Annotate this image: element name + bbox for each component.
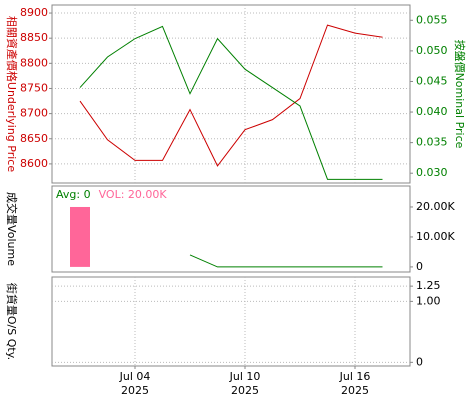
legend-label: Avg: 0 bbox=[56, 188, 91, 201]
line bbox=[189, 254, 383, 268]
y2-axis-title: 按盤價Nominal Price bbox=[453, 40, 467, 149]
y-axis-title: 相關資產價格Underlying Price bbox=[5, 16, 19, 172]
y2-tick-label: 0.030 bbox=[416, 166, 448, 179]
y-tick-label: 8900 bbox=[20, 6, 48, 19]
y-tick-label: 8850 bbox=[20, 31, 48, 44]
y2-tick-label: 0.045 bbox=[416, 74, 448, 87]
panel-frame bbox=[51, 4, 411, 184]
y-tick-label: 8600 bbox=[20, 157, 48, 170]
x-tick-label: Jul 16 2025 bbox=[339, 370, 371, 397]
y2-tick-label: 0 bbox=[416, 260, 423, 273]
y2-tick-label: 20.00K bbox=[416, 200, 455, 213]
y2-tick-label: 0 bbox=[416, 355, 423, 368]
panel-frame bbox=[51, 276, 411, 367]
y-tick-label: 8750 bbox=[20, 81, 48, 94]
y2-tick-label: 1.00 bbox=[416, 294, 441, 307]
y2-tick-label: 0.035 bbox=[416, 136, 448, 149]
y-tick-label: 8700 bbox=[20, 107, 48, 120]
line bbox=[79, 24, 383, 167]
y-axis-title: 成交量Volume bbox=[5, 192, 19, 266]
y2-tick-label: 10.00K bbox=[416, 230, 455, 243]
panel-frame bbox=[51, 185, 411, 273]
legend-label: VOL: 20.00K bbox=[99, 188, 168, 201]
y-tick-label: 8800 bbox=[20, 56, 48, 69]
x-tick-label: Jul 04 2025 bbox=[119, 370, 151, 397]
y-tick-label: 8650 bbox=[20, 132, 48, 145]
y2-tick-label: 0.050 bbox=[416, 44, 448, 57]
line bbox=[79, 25, 383, 180]
y2-tick-label: 0.055 bbox=[416, 13, 448, 26]
y2-tick-label: 1.25 bbox=[416, 279, 441, 292]
y-axis-title: 街貨量O/S Qty. bbox=[5, 283, 19, 360]
y2-tick-label: 0.040 bbox=[416, 105, 448, 118]
bar bbox=[70, 206, 90, 267]
x-tick-label: Jul 10 2025 bbox=[229, 370, 261, 397]
